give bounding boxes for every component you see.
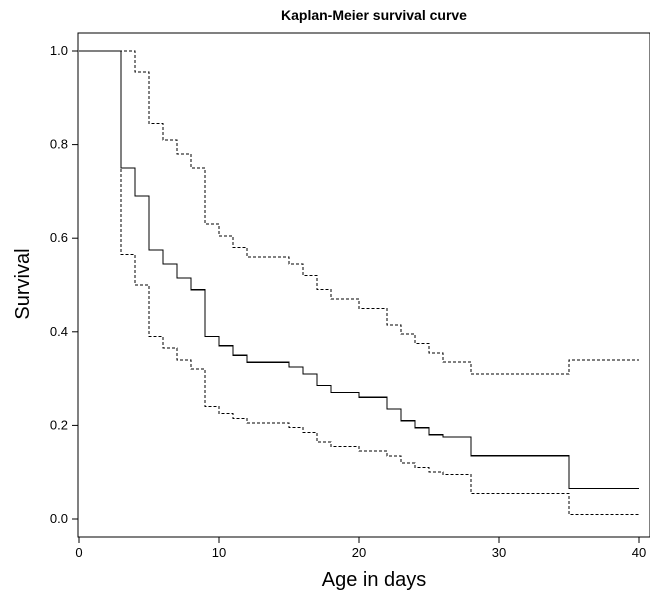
lower-confidence-line (79, 50, 639, 515)
x-tick-label: 20 (352, 545, 366, 560)
y-axis-label: Survival (12, 248, 34, 319)
y-tick-label: 0.4 (50, 324, 68, 339)
axis-ticks: 0 10 20 30 40 0.0 0.2 0.4 0.6 0.8 1.0 (50, 43, 646, 560)
y-tick-label: 0.6 (50, 230, 68, 245)
y-tick-label: 0.8 (50, 137, 68, 152)
x-tick-label: 30 (492, 545, 506, 560)
plot-frame (77, 32, 650, 538)
upper-confidence-line (79, 50, 639, 375)
y-tick-label: 0.0 (50, 511, 68, 526)
x-axis-label: Age in days (322, 569, 427, 591)
x-tick-label: 40 (632, 545, 646, 560)
x-tick-label: 10 (212, 545, 226, 560)
survival-estimate-line (79, 50, 639, 490)
x-tick-label: 0 (75, 545, 82, 560)
y-tick-label: 0.2 (50, 417, 68, 432)
y-tick-label: 1.0 (50, 43, 68, 58)
series-layer (79, 50, 639, 515)
chart-title: Kaplan-Meier survival curve (281, 7, 467, 23)
